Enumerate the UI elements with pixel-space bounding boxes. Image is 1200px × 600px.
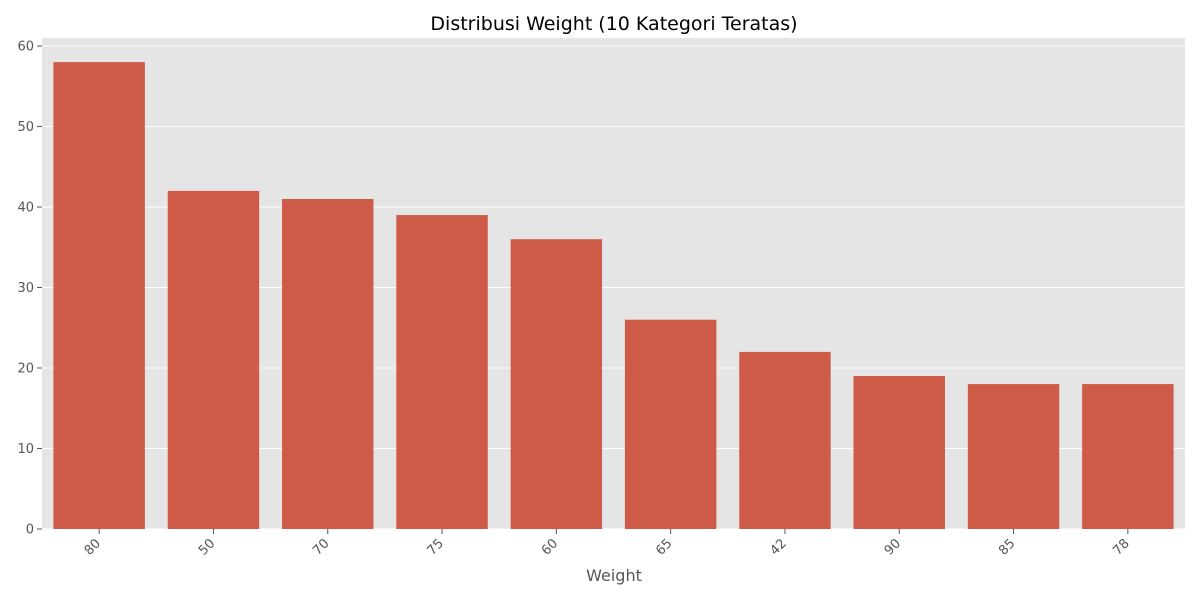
x-axis-ticks: 80 50 70 75 60 65 42 90 85 78 [82, 529, 1133, 559]
bar-65 [624, 319, 717, 529]
x-tick-label: 75 [425, 536, 447, 558]
y-axis-ticks: 0 10 20 30 40 50 60 [17, 40, 42, 538]
x-tick-label: 50 [196, 536, 218, 558]
y-tick-label: 50 [17, 120, 34, 135]
chart-title: Distribusi Weight (10 Kategori Teratas) [430, 13, 797, 35]
x-tick-label: 90 [882, 536, 904, 558]
x-tick-label: 78 [1110, 536, 1132, 558]
bar-60 [510, 239, 603, 529]
y-tick-label: 10 [17, 442, 34, 457]
bar-90 [853, 376, 945, 529]
bar-80 [53, 62, 145, 529]
x-tick-label: 60 [539, 536, 561, 558]
y-tick-label: 20 [17, 362, 34, 377]
x-axis-label: Weight [586, 566, 642, 585]
bar-42 [739, 351, 831, 529]
y-tick-label: 60 [17, 40, 34, 55]
x-tick-label: 65 [653, 536, 675, 558]
x-tick-label: 80 [82, 536, 104, 558]
bar-85 [967, 384, 1060, 529]
y-tick-label: 40 [17, 201, 34, 216]
bars [53, 62, 1174, 530]
y-tick-label: 30 [17, 281, 34, 296]
bar-75 [396, 215, 488, 530]
x-tick-label: 42 [767, 536, 789, 558]
x-tick-label: 70 [310, 536, 332, 558]
bar-50 [167, 190, 260, 529]
bar-78 [1082, 384, 1174, 529]
x-tick-label: 85 [996, 536, 1018, 558]
bar-70 [282, 198, 374, 529]
y-tick-label: 0 [26, 523, 34, 538]
